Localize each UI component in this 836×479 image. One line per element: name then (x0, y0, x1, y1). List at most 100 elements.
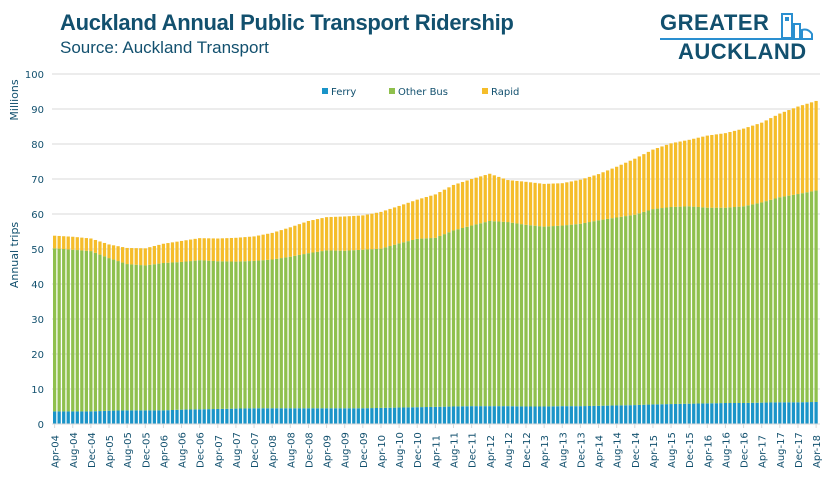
bar-ferry (442, 406, 447, 424)
bar-other-bus (587, 222, 592, 406)
bar-stack (247, 236, 252, 424)
bar-rapid (646, 151, 651, 211)
bar-ferry (352, 408, 356, 424)
bar-rapid (769, 118, 773, 200)
bar-other-bus (737, 206, 741, 403)
bar-other-bus (565, 225, 569, 407)
bar-other-bus (166, 262, 170, 411)
bar-rapid (411, 201, 415, 240)
bar-rapid (216, 238, 220, 262)
bar-other-bus (683, 206, 687, 404)
bar-ferry (746, 402, 750, 424)
bar-other-bus (179, 261, 184, 410)
legend-item-ferry: Ferry (322, 87, 356, 98)
bar-rapid (624, 162, 628, 217)
bar-ferry (347, 408, 351, 424)
bar-other-bus (483, 222, 487, 407)
bar-ferry (247, 408, 252, 424)
bar-stack (130, 248, 134, 424)
bar-stack (746, 127, 750, 424)
bar-other-bus (343, 250, 347, 409)
bar-stack (225, 238, 229, 424)
bar-stack (424, 197, 428, 424)
bar-ferry (809, 402, 814, 424)
bar-other-bus (202, 260, 206, 410)
bar-other-bus (356, 249, 360, 409)
x-tick-label: Apr-06 (159, 435, 170, 468)
bar-other-bus (152, 264, 156, 411)
bar-rapid (524, 181, 528, 225)
x-tick-label: Dec-07 (250, 432, 261, 468)
bar-ferry (537, 406, 542, 424)
bar-ferry (397, 407, 401, 424)
bar-rapid (347, 216, 351, 251)
bar-other-bus (62, 249, 66, 412)
bar-other-bus (125, 264, 129, 411)
bar-stack (216, 238, 220, 424)
bar-rapid (284, 228, 288, 258)
bar-stack (601, 172, 605, 424)
bar-other-bus (302, 254, 306, 409)
bar-stack (515, 180, 519, 424)
bar-stack (705, 135, 709, 424)
bar-ferry (193, 409, 197, 424)
bar-rapid (660, 146, 664, 209)
bar-rapid (288, 227, 292, 257)
bar-ferry (519, 406, 524, 424)
bar-other-bus (93, 252, 98, 412)
bar-stack (501, 178, 505, 424)
bar-other-bus (506, 222, 510, 407)
bar-ferry (179, 409, 184, 424)
bar-stack (256, 235, 261, 424)
bar-stack (107, 244, 111, 424)
bar-rapid (696, 137, 700, 207)
bar-other-bus (415, 238, 419, 408)
bar-stack (760, 122, 764, 424)
bar-other-bus (547, 226, 551, 407)
bar-rapid (392, 207, 397, 245)
bar-rapid (107, 244, 111, 259)
bar-other-bus (80, 250, 84, 412)
bar-rapid (610, 168, 614, 219)
bar-stack (266, 233, 270, 424)
bar-rapid (202, 238, 206, 261)
x-tick-label: Aug-07 (232, 432, 243, 468)
bar-other-bus (429, 238, 433, 407)
bar-stack (791, 108, 796, 424)
x-tick-label: Aug-17 (776, 432, 787, 468)
bar-stack (157, 244, 161, 424)
bar-other-bus (596, 220, 601, 406)
bar-other-bus (229, 261, 234, 409)
bar-ferry (293, 408, 297, 424)
bar-stack (188, 239, 193, 424)
bar-ferry (429, 406, 433, 424)
bar-rapid (211, 238, 215, 261)
bar-other-bus (479, 223, 483, 407)
bar-rapid (615, 166, 619, 218)
bar-other-bus (306, 253, 311, 409)
bar-stack (356, 215, 360, 424)
bar-rapid (442, 189, 447, 235)
x-tick-label: Dec-14 (631, 432, 642, 468)
bar-other-bus (605, 218, 610, 406)
bar-other-bus (433, 237, 437, 407)
chart-subtitle: Source: Auckland Transport (60, 38, 269, 57)
y-tick-label: 0 (38, 420, 44, 431)
bar-other-bus (492, 221, 496, 407)
bar-other-bus (57, 248, 61, 412)
bar-rapid (388, 208, 392, 247)
x-tick-label: Dec-12 (522, 432, 533, 468)
bar-ferry (524, 406, 528, 424)
bar-other-bus (746, 205, 750, 403)
bar-stack (605, 170, 610, 425)
bar-other-bus (669, 207, 673, 405)
bar-stack (62, 236, 66, 424)
bar-stack (642, 154, 646, 424)
bar-other-bus (719, 207, 723, 404)
bar-rapid (93, 239, 98, 253)
bar-rapid (787, 110, 791, 196)
x-tick-label: Aug-16 (721, 432, 732, 468)
bar-rapid (166, 243, 170, 263)
bar-rapid (53, 235, 57, 249)
x-tick-label: Aug-08 (286, 432, 297, 468)
